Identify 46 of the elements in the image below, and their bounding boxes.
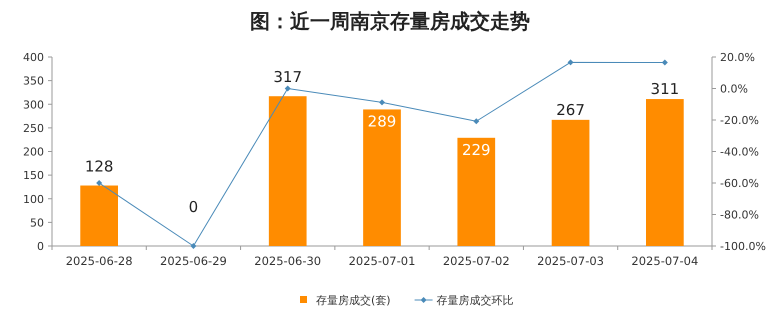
bar [268, 96, 307, 246]
y-tick-label: 300 [23, 98, 44, 112]
y-tick-label: 0 [37, 240, 44, 253]
data-label: 317 [273, 68, 302, 86]
x-tick-label: 2025-07-03 [537, 254, 604, 268]
bar [552, 120, 590, 246]
point [96, 180, 102, 186]
x-tick-label: 2025-06-30 [254, 254, 322, 268]
bar [363, 109, 401, 246]
y-tick-label: 50 [30, 216, 44, 230]
data-label: 128 [84, 158, 114, 176]
point [284, 86, 291, 92]
x-tick-label: 2025-06-29 [160, 254, 227, 268]
data-label: 267 [556, 100, 585, 119]
x-tick-label: 2025-07-01 [348, 254, 416, 268]
legend-label: 存量房成交环比 [436, 294, 514, 307]
data-label: 289 [368, 112, 396, 130]
y2-tick-label: -60.0% [720, 177, 759, 190]
x-tick-label: 2025-07-04 [631, 254, 698, 268]
y2-tick-label: 20.0% [720, 51, 755, 64]
x-tick-label: 2025-07-02 [442, 254, 510, 268]
bar [457, 138, 496, 246]
point [473, 118, 480, 124]
y-tick-label: 400 [23, 51, 44, 64]
point [190, 243, 196, 249]
bar [80, 186, 118, 246]
y2-tick-label: -40.0% [720, 146, 759, 158]
y-tick-label: 250 [23, 122, 44, 135]
data-label: 311 [650, 80, 680, 98]
data-label: 0 [188, 198, 198, 216]
point [379, 99, 385, 106]
chart-title: 图：近一周南京存量房成交走势 [250, 9, 530, 33]
bar [646, 99, 684, 246]
y-tick-label: 200 [23, 146, 44, 158]
point [662, 60, 668, 66]
y2-tick-label: -100.0% [720, 240, 766, 253]
y2-tick-label: -80.0% [720, 208, 759, 222]
y2-tick-label: 0.0% [720, 82, 748, 96]
y2-tick-label: -20.0% [720, 114, 759, 127]
legend-label: 存量房成交(套) [316, 294, 391, 307]
point [568, 59, 574, 66]
y-tick-label: 150 [23, 169, 44, 182]
x-tick-label: 2025-06-28 [66, 254, 133, 268]
y-tick-label: 350 [23, 74, 44, 88]
data-label: 229 [462, 140, 491, 159]
y-tick-label: 100 [23, 192, 44, 206]
